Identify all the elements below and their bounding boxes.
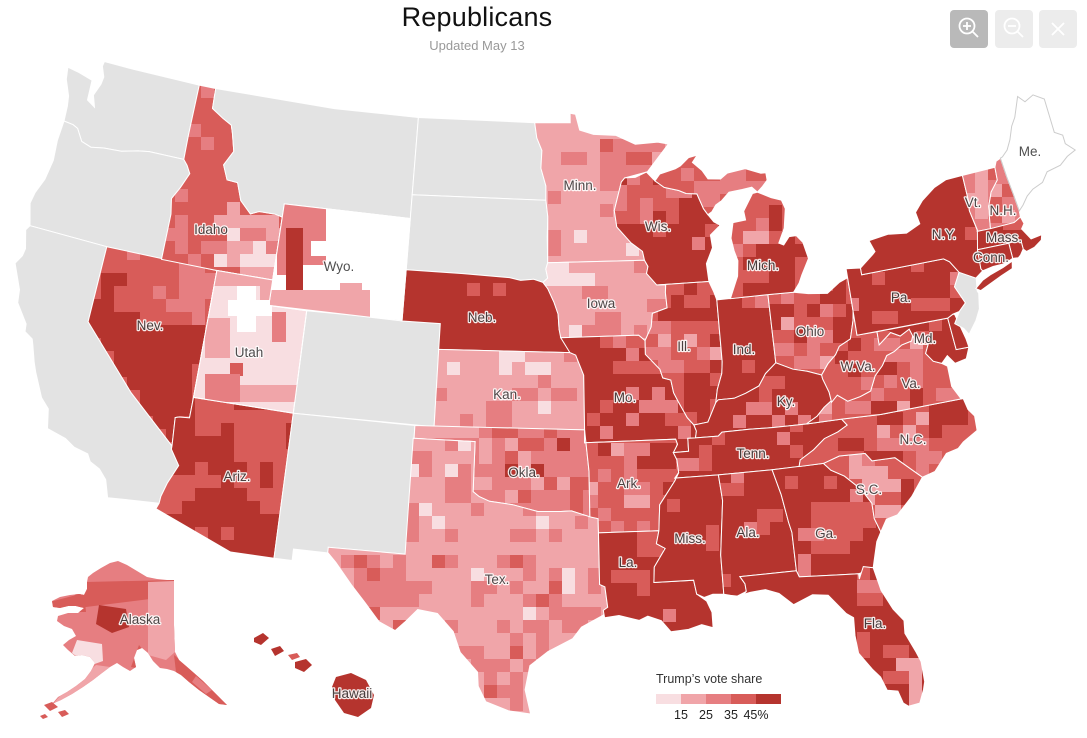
svg-text:Minn.: Minn.: [563, 178, 596, 193]
svg-text:N.C.: N.C.: [900, 432, 927, 447]
svg-text:Ind.: Ind.: [733, 342, 756, 357]
svg-text:S.C.: S.C.: [856, 482, 882, 497]
svg-text:Idaho: Idaho: [194, 222, 228, 237]
svg-text:Ark.: Ark.: [617, 476, 641, 491]
svg-text:Ill.: Ill.: [677, 339, 691, 354]
svg-text:N.H.: N.H.: [990, 203, 1017, 218]
svg-text:W.Va.: W.Va.: [840, 359, 875, 374]
svg-text:Alaska: Alaska: [120, 612, 161, 627]
svg-text:Ariz.: Ariz.: [224, 469, 251, 484]
svg-text:N.Y.: N.Y.: [932, 227, 957, 242]
svg-text:Pa.: Pa.: [891, 290, 911, 305]
svg-text:Nev.: Nev.: [137, 318, 164, 333]
svg-text:Ky.: Ky.: [777, 394, 796, 409]
svg-text:Neb.: Neb.: [468, 310, 497, 325]
svg-text:Me.: Me.: [1019, 144, 1042, 159]
svg-text:Tenn.: Tenn.: [736, 446, 769, 461]
svg-text:Okla.: Okla.: [508, 465, 540, 480]
svg-text:Md.: Md.: [914, 331, 937, 346]
svg-text:La.: La.: [619, 555, 638, 570]
svg-text:Fla.: Fla.: [864, 616, 887, 631]
svg-text:Tex.: Tex.: [485, 572, 510, 587]
svg-text:Iowa: Iowa: [587, 296, 616, 311]
svg-text:Va.: Va.: [901, 376, 920, 391]
svg-text:Ohio: Ohio: [796, 324, 825, 339]
svg-text:Conn.: Conn.: [973, 250, 1009, 265]
svg-text:Mo.: Mo.: [614, 390, 637, 405]
svg-text:Mass.: Mass.: [986, 230, 1022, 245]
svg-text:Mich.: Mich.: [747, 258, 779, 273]
svg-text:Wyo.: Wyo.: [324, 259, 355, 274]
svg-text:Vt.: Vt.: [965, 195, 982, 210]
svg-text:Ala.: Ala.: [736, 525, 759, 540]
svg-text:Utah: Utah: [235, 345, 264, 360]
svg-text:Kan.: Kan.: [493, 387, 521, 402]
svg-text:Hawaii: Hawaii: [332, 686, 373, 701]
svg-text:Ga.: Ga.: [815, 526, 837, 541]
svg-text:Wis.: Wis.: [645, 219, 671, 234]
svg-text:Miss.: Miss.: [674, 531, 706, 546]
